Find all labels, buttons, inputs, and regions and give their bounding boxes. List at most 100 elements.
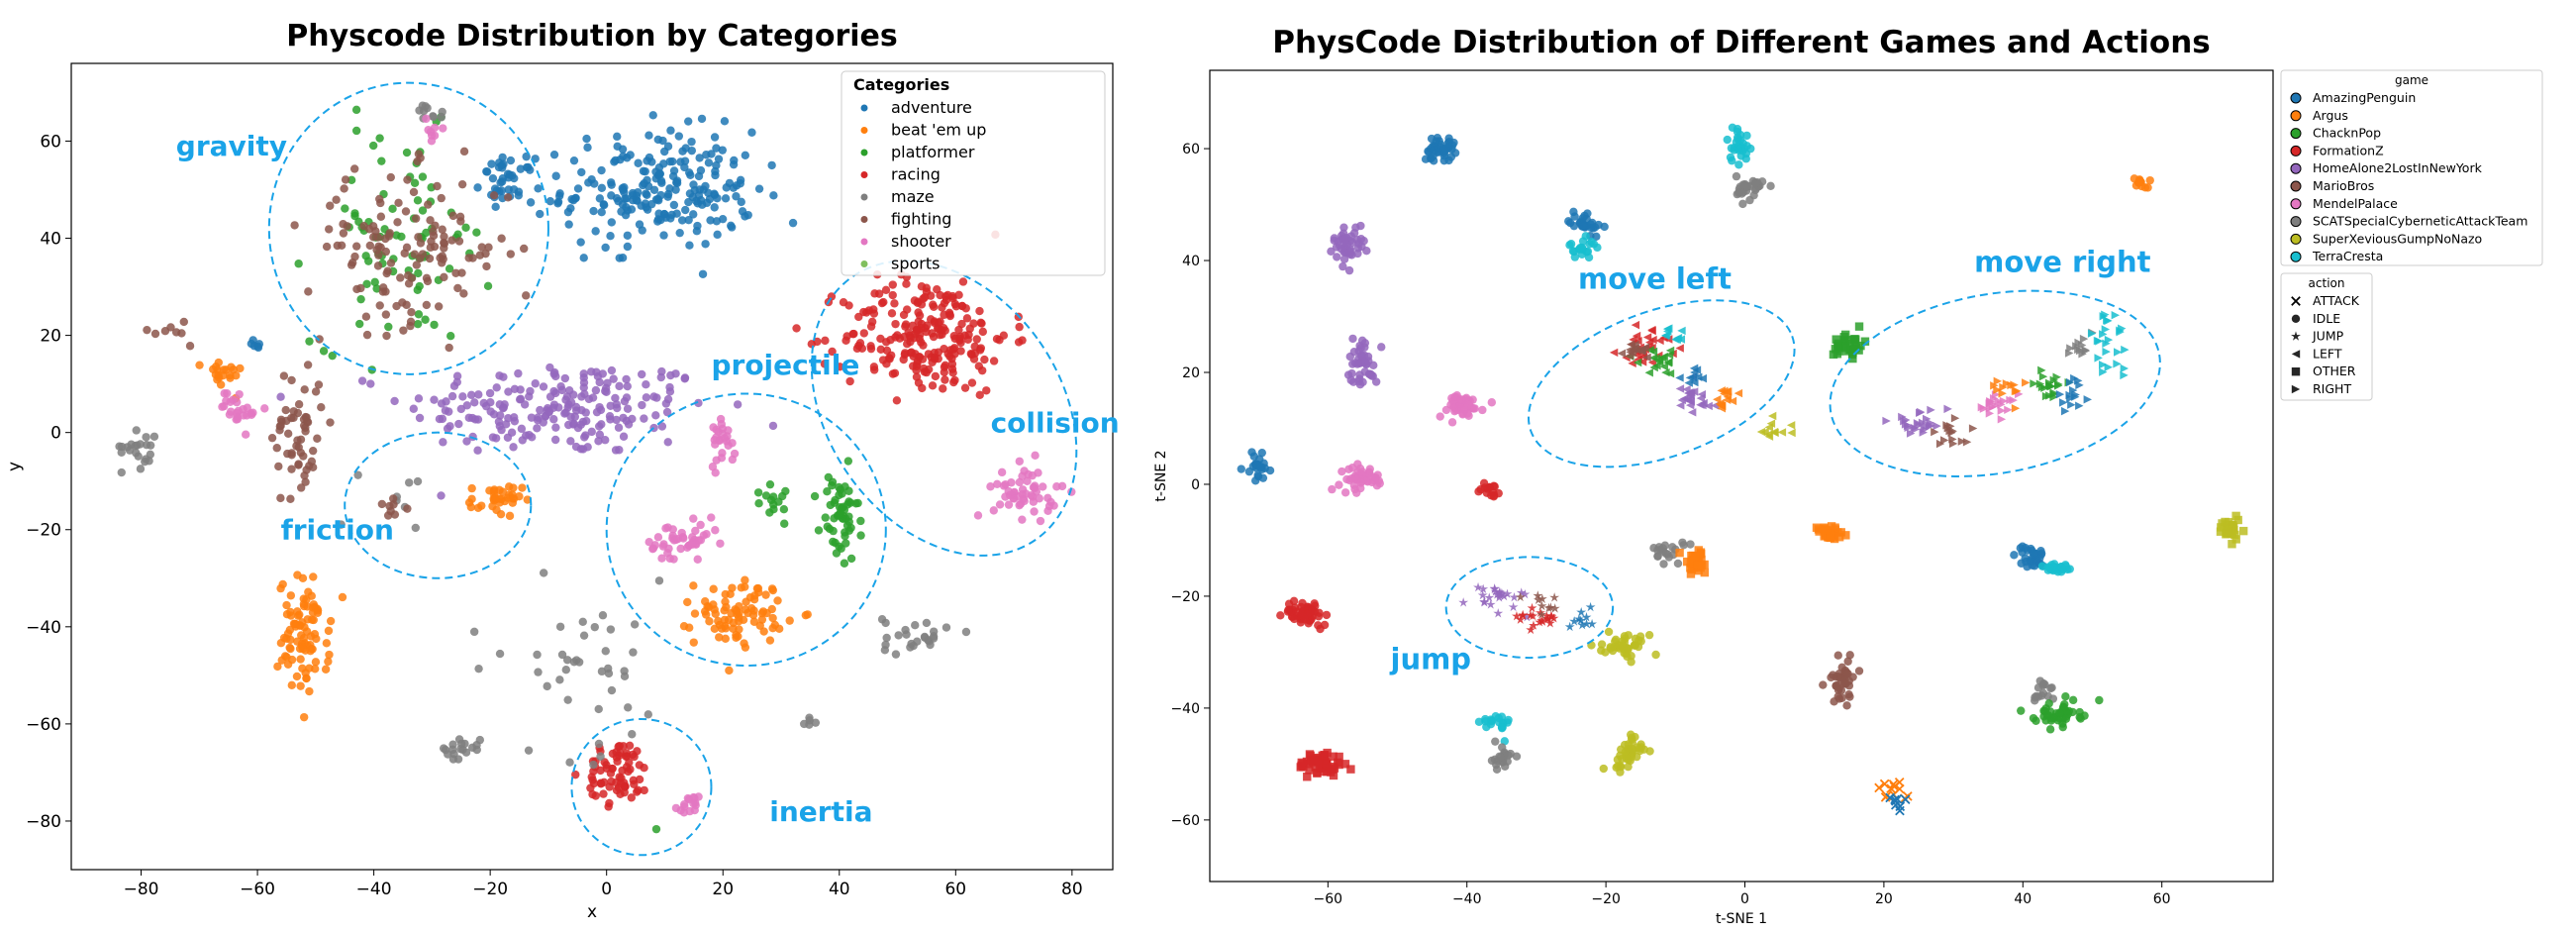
x-tick-label: 40 (829, 880, 850, 899)
data-point (672, 209, 681, 218)
legend-marker (860, 149, 868, 156)
data-point (372, 284, 381, 293)
legend-entry: FormationZ (2313, 143, 2384, 157)
data-point (1655, 358, 1664, 366)
data-point (696, 520, 705, 530)
data-point (623, 242, 633, 252)
data-point (517, 424, 527, 434)
data-point (1843, 669, 1852, 678)
legend-marker (2291, 350, 2301, 359)
data-point (779, 505, 789, 514)
data-point (1587, 238, 1596, 247)
data-point (767, 584, 777, 593)
data-point (1647, 325, 1656, 335)
data-point (561, 666, 570, 675)
data-point (241, 430, 250, 439)
data-point (2045, 391, 2054, 400)
data-point (1628, 359, 1636, 368)
data-point (1631, 344, 1639, 353)
y-tick-label: −60 (1170, 813, 1200, 829)
data-point (715, 633, 724, 642)
data-point (467, 494, 476, 504)
data-point (276, 493, 285, 503)
data-point (2098, 360, 2108, 369)
data-point (629, 776, 639, 785)
data-point (601, 647, 610, 656)
data-point (2238, 526, 2248, 536)
data-point (1443, 139, 1452, 148)
data-point (962, 314, 972, 323)
data-point (1247, 448, 1256, 457)
data-point (922, 367, 932, 377)
legend-marker (860, 127, 868, 134)
data-point (413, 319, 423, 329)
data-point (634, 158, 643, 167)
data-point (617, 774, 626, 782)
data-point (624, 703, 633, 712)
data-point (2083, 395, 2092, 404)
data-point (134, 452, 143, 461)
data-point (712, 425, 721, 435)
data-point (671, 803, 681, 813)
data-point (518, 483, 527, 492)
data-point (1327, 247, 1336, 257)
legend-entry: beat 'em up (891, 121, 986, 140)
data-point (448, 755, 458, 764)
data-point (299, 415, 309, 424)
x-axis-label: t-SNE 1 (1716, 911, 1767, 927)
data-point (741, 575, 749, 584)
data-point (1841, 344, 1850, 353)
data-point (506, 156, 516, 165)
data-point (701, 240, 710, 249)
data-point (1717, 401, 1727, 410)
data-point (1039, 482, 1047, 491)
data-point (2038, 688, 2048, 698)
data-point (1926, 422, 1934, 431)
data-point (1931, 427, 1939, 437)
data-point (1728, 156, 1736, 165)
data-point (1353, 244, 1362, 253)
annotation-ellipse (1444, 556, 1615, 660)
data-point (220, 401, 229, 411)
data-point (299, 633, 309, 643)
data-point (171, 328, 181, 337)
data-point (422, 114, 431, 124)
data-point (495, 649, 505, 659)
legend-entry: RIGHT (2313, 381, 2351, 396)
data-point (374, 251, 383, 260)
data-point (1918, 418, 1928, 428)
data-point (597, 207, 606, 217)
data-point (314, 380, 324, 389)
data-point (2055, 708, 2064, 718)
data-point (737, 197, 745, 207)
data-point (718, 146, 727, 155)
data-point (2065, 349, 2074, 358)
data-point (765, 636, 775, 645)
data-point (653, 215, 663, 224)
data-point (2114, 348, 2123, 357)
data-point (1766, 181, 1775, 191)
data-point (303, 361, 313, 369)
data-point (902, 279, 911, 288)
data-point (1717, 386, 1726, 395)
data-point (1821, 531, 1831, 541)
data-point (1015, 477, 1025, 487)
data-point (639, 180, 647, 190)
data-point (427, 131, 437, 140)
data-point (2076, 714, 2085, 723)
data-point (311, 387, 321, 396)
data-point (117, 468, 126, 477)
data-point (1345, 352, 1354, 362)
data-point (1890, 799, 1901, 810)
data-point (623, 404, 633, 413)
data-point (214, 358, 224, 367)
data-point (466, 390, 476, 400)
data-point (961, 304, 970, 313)
data-point (1997, 415, 2007, 424)
data-point (741, 582, 749, 591)
legend-action: action ATTACK IDLE JUMP LEFT OTHER RIGHT (2280, 272, 2373, 401)
data-point (841, 532, 849, 541)
data-point (956, 347, 965, 356)
data-point (1676, 401, 1685, 410)
legend-marker (860, 104, 868, 112)
